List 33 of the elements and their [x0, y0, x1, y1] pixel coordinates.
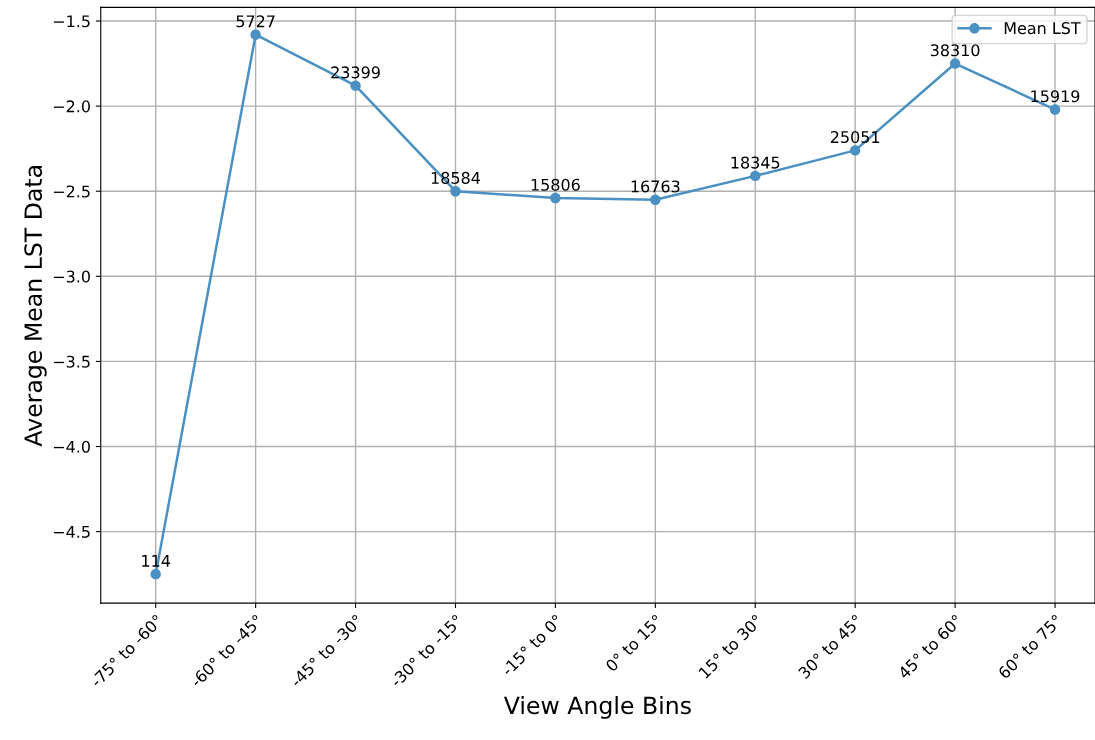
point: [949, 58, 961, 69]
x-tick-label: -30° to -15°: [389, 614, 464, 688]
point: [849, 145, 861, 156]
point: [550, 192, 561, 204]
x-tick-label: 15° to 30°: [698, 614, 763, 679]
x-tick-label: 30° to 45°: [797, 614, 863, 680]
point: [250, 29, 261, 40]
annotation: 5727: [236, 15, 275, 28]
point: [650, 194, 661, 205]
point: [150, 568, 161, 580]
annotation: 23399: [331, 66, 380, 79]
annotation: 15919: [1031, 90, 1080, 103]
annotation: 16763: [631, 180, 680, 193]
annotation: 18345: [731, 156, 780, 169]
y-tick-label: −2.0: [53, 100, 90, 113]
y-tick-label: −3.5: [53, 355, 90, 368]
legend-label: Mean LST: [1004, 22, 1081, 35]
y-tick-label: −2.5: [53, 185, 90, 198]
y-tick-label: −4.0: [53, 440, 90, 453]
y-tick-label: −1.5: [53, 15, 90, 28]
x-tick-label: 0° to 15°: [604, 614, 663, 673]
x-axis-title: View Angle Bins: [503, 696, 691, 719]
y-tick-label: −4.5: [53, 526, 90, 538]
y-axis-title: Average Mean LST Data: [24, 166, 47, 447]
point: [450, 186, 461, 197]
y-tick-label: −3.0: [53, 270, 90, 283]
point: [1049, 104, 1061, 115]
annotation: 15806: [531, 178, 580, 191]
point: [750, 170, 761, 182]
annotation: 38310: [930, 44, 980, 57]
x-tick-label: 45° to 60°: [897, 614, 963, 680]
x-tick-label: 60° to 75°: [997, 614, 1063, 680]
point: [350, 80, 361, 91]
